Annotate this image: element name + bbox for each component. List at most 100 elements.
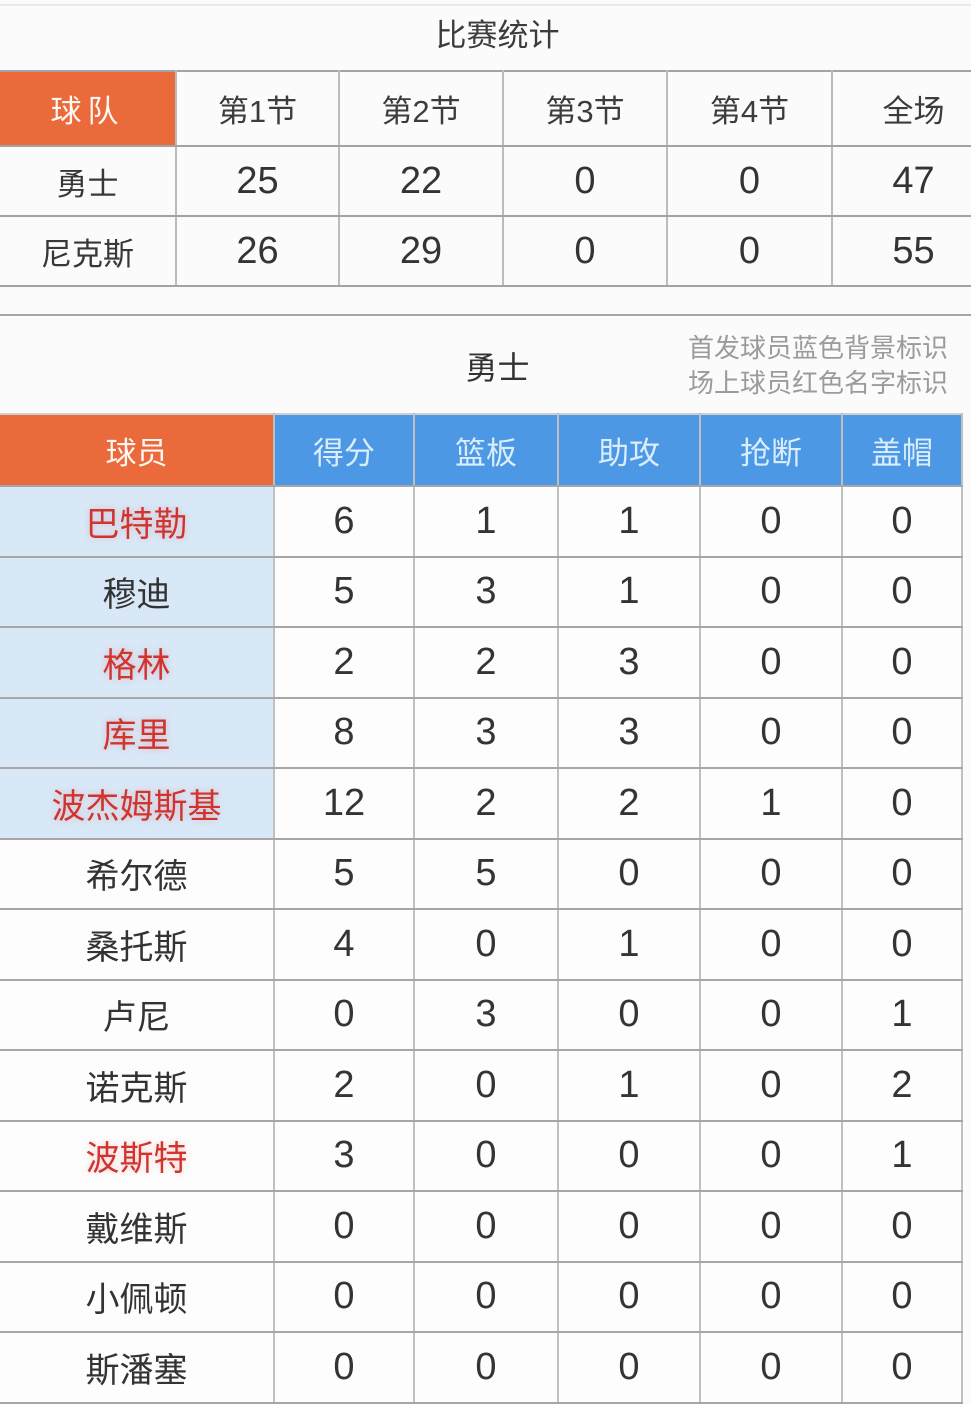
points-cell: 3: [273, 1119, 415, 1192]
blocks-cell: 1: [841, 978, 963, 1051]
total-score: 47: [831, 145, 971, 217]
player-row: 穆迪 5 3 1 0 0: [0, 555, 963, 628]
total-score: 55: [831, 215, 971, 287]
assists-cell: 0: [557, 978, 701, 1051]
score-header-row: 球队 第1节 第2节 第3节 第4节 全场: [0, 70, 971, 147]
score-header-q1: 第1节: [175, 70, 340, 147]
rebounds-cell: 0: [413, 1049, 559, 1122]
assists-cell: 1: [557, 485, 701, 558]
legend-line-oncourt: 场上球员红色名字标识: [688, 368, 949, 398]
team-name: 勇士: [0, 145, 177, 217]
assists-cell: 3: [557, 626, 701, 699]
header-assists: 助攻: [557, 413, 701, 487]
page-title: 比赛统计: [435, 18, 560, 53]
score-header-team: 球队: [0, 70, 177, 147]
player-name: 波杰姆斯基: [0, 767, 275, 840]
player-row: 波杰姆斯基 12 2 2 1 0: [0, 767, 963, 840]
points-cell: 0: [273, 1190, 415, 1263]
player-name: 波斯特: [0, 1119, 275, 1192]
player-row: 小佩顿 0 0 0 0 0: [0, 1260, 963, 1333]
player-stats-table: 球员 得分 篮板 助攻 抢断 盖帽 巴特勒 6 1 1 0 0 穆迪 5 3 1 0 0 格林 2 2 3 0 0…: [0, 413, 963, 1404]
q3-score: 0: [502, 215, 668, 287]
score-row-warriors: 勇士 25 22 0 0 47: [0, 145, 971, 217]
steals-cell: 1: [699, 767, 843, 840]
player-row: 诺克斯 2 0 1 0 2: [0, 1049, 963, 1122]
blocks-cell: 2: [841, 1049, 963, 1122]
points-cell: 5: [273, 555, 415, 628]
player-name: 巴特勒: [0, 485, 275, 558]
assists-cell: 0: [557, 1119, 701, 1192]
points-cell: 0: [273, 1331, 415, 1404]
rebounds-cell: 0: [413, 1331, 559, 1404]
rebounds-cell: 2: [413, 626, 559, 699]
steals-cell: 0: [699, 978, 843, 1051]
player-row: 卢尼 0 3 0 0 1: [0, 978, 963, 1051]
points-cell: 2: [273, 626, 415, 699]
player-name: 小佩顿: [0, 1260, 275, 1333]
player-name: 诺克斯: [0, 1049, 275, 1122]
header-rebounds: 篮板: [413, 413, 559, 487]
q4-score: 0: [666, 145, 833, 217]
steals-cell: 0: [699, 1260, 843, 1333]
assists-cell: 1: [557, 555, 701, 628]
player-name: 希尔德: [0, 837, 275, 910]
player-row: 斯潘塞 0 0 0 0 0: [0, 1331, 963, 1404]
player-name: 桑托斯: [0, 908, 275, 981]
steals-cell: 0: [699, 1331, 843, 1404]
q1-score: 26: [175, 215, 340, 287]
rebounds-cell: 2: [413, 767, 559, 840]
score-header-total: 全场: [831, 70, 971, 147]
player-row: 巴特勒 6 1 1 0 0: [0, 485, 963, 558]
q2-score: 29: [338, 215, 504, 287]
points-cell: 5: [273, 837, 415, 910]
header-player: 球员: [0, 413, 275, 487]
blocks-cell: 0: [841, 767, 963, 840]
header-points: 得分: [273, 413, 415, 487]
steals-cell: 0: [699, 1190, 843, 1263]
score-header-q3: 第3节: [502, 70, 668, 147]
assists-cell: 0: [557, 837, 701, 910]
blocks-cell: 0: [841, 1331, 963, 1404]
blocks-cell: 0: [841, 626, 963, 699]
team-section-title: 勇士: [465, 350, 530, 386]
steals-cell: 0: [699, 837, 843, 910]
rebounds-cell: 1: [413, 485, 559, 558]
player-row: 库里 8 3 3 0 0: [0, 696, 963, 769]
blocks-cell: 0: [841, 696, 963, 769]
q1-score: 25: [175, 145, 340, 217]
rebounds-cell: 0: [413, 1119, 559, 1192]
blocks-cell: 0: [841, 1190, 963, 1263]
top-divider: [0, 4, 971, 6]
rebounds-cell: 0: [413, 908, 559, 981]
blocks-cell: 0: [841, 485, 963, 558]
assists-cell: 2: [557, 767, 701, 840]
legend-note: 首发球员蓝色背景标识 场上球员红色名字标识: [688, 331, 971, 401]
assists-cell: 3: [557, 696, 701, 769]
assists-cell: 0: [557, 1331, 701, 1404]
player-row: 桑托斯 4 0 1 0 0: [0, 908, 963, 981]
blocks-cell: 1: [841, 1119, 963, 1192]
player-name: 斯潘塞: [0, 1331, 275, 1404]
assists-cell: 0: [557, 1260, 701, 1333]
player-name: 格林: [0, 626, 275, 699]
points-cell: 8: [273, 696, 415, 769]
assists-cell: 1: [557, 1049, 701, 1122]
q2-score: 22: [338, 145, 504, 217]
q4-score: 0: [666, 215, 833, 287]
q3-score: 0: [502, 145, 668, 217]
score-row-knicks: 尼克斯 26 29 0 0 55: [0, 215, 971, 287]
steals-cell: 0: [699, 696, 843, 769]
points-cell: 6: [273, 485, 415, 558]
assists-cell: 0: [557, 1190, 701, 1263]
points-cell: 2: [273, 1049, 415, 1122]
steals-cell: 0: [699, 626, 843, 699]
rebounds-cell: 3: [413, 696, 559, 769]
points-cell: 0: [273, 1260, 415, 1333]
player-name: 穆迪: [0, 555, 275, 628]
player-header-row: 球员 得分 篮板 助攻 抢断 盖帽: [0, 413, 963, 487]
blocks-cell: 0: [841, 555, 963, 628]
rebounds-cell: 3: [413, 555, 559, 628]
blocks-cell: 0: [841, 837, 963, 910]
steals-cell: 0: [699, 485, 843, 558]
player-row: 波斯特 3 0 0 0 1: [0, 1119, 963, 1192]
